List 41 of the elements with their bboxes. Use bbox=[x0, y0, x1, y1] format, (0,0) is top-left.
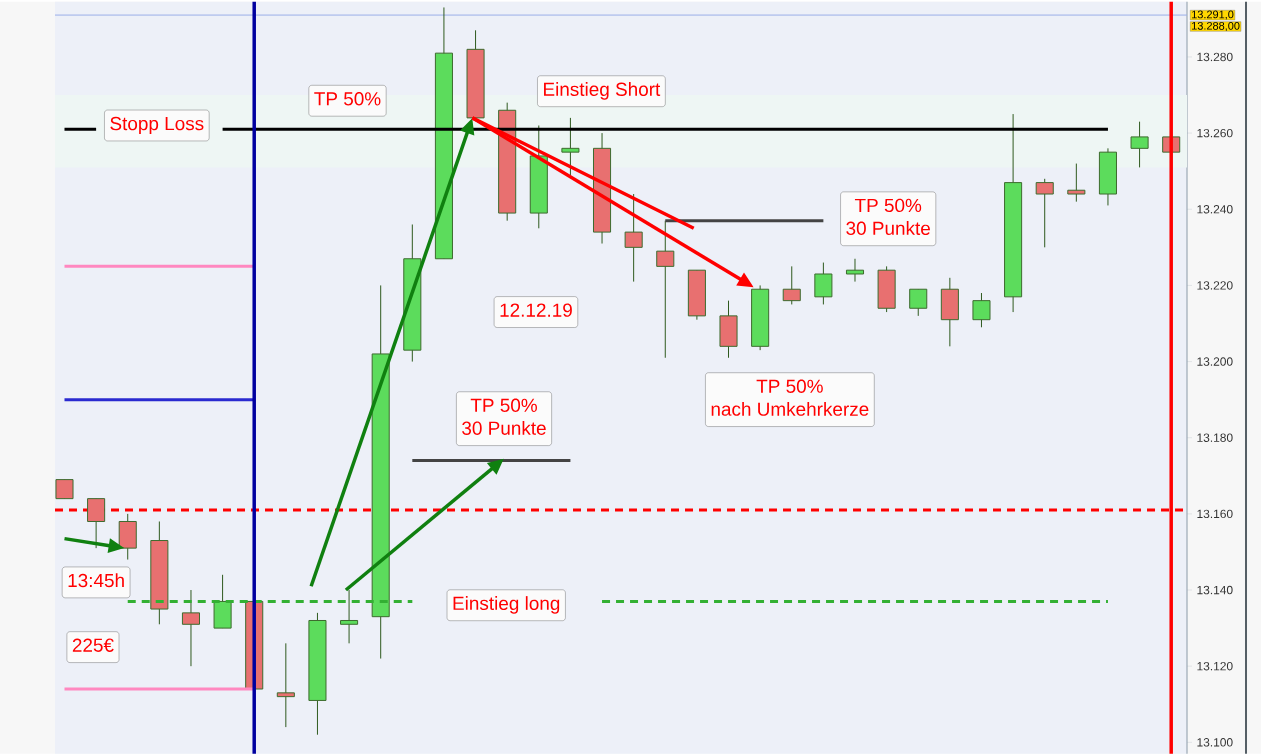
candlestick bbox=[181, 589, 201, 667]
annotation: Einstieg long bbox=[453, 596, 560, 615]
y-tick-label: 13.140 bbox=[1197, 586, 1233, 595]
text: 13.288,00 bbox=[1192, 22, 1240, 32]
candlestick bbox=[55, 479, 74, 500]
candlestick bbox=[1130, 121, 1149, 169]
y-tick-label: 13.260 bbox=[1197, 129, 1233, 138]
candlestick bbox=[340, 589, 359, 645]
y-tick-label: 13.160 bbox=[1197, 509, 1233, 519]
candlestick bbox=[561, 117, 580, 176]
annotation: nach Umkehrkerze bbox=[711, 402, 869, 417]
annotation: 225€ bbox=[72, 638, 114, 653]
candlestick bbox=[1067, 163, 1086, 203]
annotation: 30 Punkte bbox=[462, 421, 546, 436]
candlestick bbox=[87, 498, 106, 549]
y-tick-label: 13.200 bbox=[1197, 357, 1233, 367]
y-tick-label: 13.240 bbox=[1197, 205, 1233, 214]
candlestick bbox=[276, 643, 295, 728]
y-tick-label: 13.100 bbox=[1197, 738, 1233, 747]
candlestick bbox=[656, 220, 675, 359]
y-tick-label: 13.120 bbox=[1197, 662, 1233, 671]
candlestick bbox=[1035, 178, 1054, 249]
annotation: 12.12.19 bbox=[500, 303, 572, 318]
annotation: 13:45h bbox=[68, 573, 124, 588]
annotation: Einstieg Short bbox=[544, 82, 661, 100]
candlestick bbox=[814, 262, 833, 306]
y-tick-label: 13.220 bbox=[1197, 281, 1233, 290]
annotation: TP 50% bbox=[314, 92, 381, 106]
y-tick-label: 13.180 bbox=[1197, 433, 1233, 443]
candlestick bbox=[845, 258, 865, 283]
candlestick bbox=[909, 288, 928, 317]
annotation: 30 Punkte bbox=[846, 221, 930, 236]
ref-line-label: 13.291,0 bbox=[1192, 10, 1234, 20]
candlestick bbox=[782, 266, 801, 306]
annotation: TP 50% bbox=[470, 398, 537, 413]
annotation: TP 50% bbox=[756, 379, 823, 394]
annotation: Stopp Loss bbox=[110, 117, 204, 135]
annotation: TP 50% bbox=[854, 198, 922, 213]
candlestick bbox=[624, 193, 643, 283]
candlestick bbox=[972, 292, 991, 329]
y-tick-label: 13.280 bbox=[1197, 52, 1233, 62]
